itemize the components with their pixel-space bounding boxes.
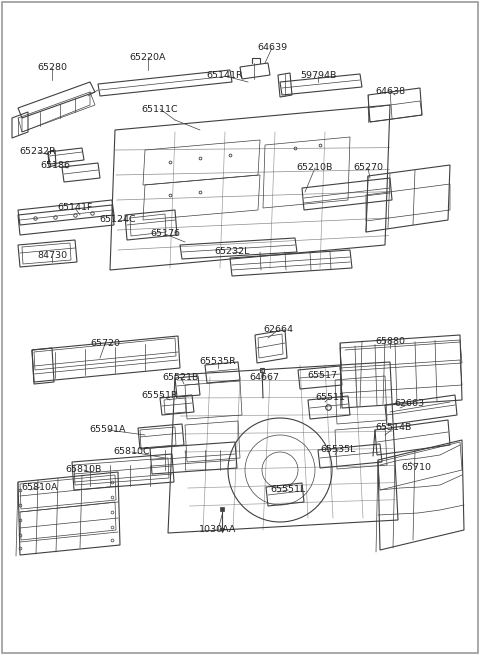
Text: 65810B: 65810B	[66, 466, 102, 474]
Text: 65270: 65270	[353, 164, 383, 172]
Text: 64667: 64667	[249, 373, 279, 383]
Text: 65232R: 65232R	[20, 147, 56, 157]
Text: 65880: 65880	[375, 337, 405, 345]
Text: 65176: 65176	[150, 229, 180, 238]
Text: 65220A: 65220A	[130, 52, 166, 62]
Text: 65591A: 65591A	[90, 426, 126, 434]
Text: 65535R: 65535R	[200, 358, 236, 367]
Text: 65186: 65186	[40, 162, 70, 170]
Text: 65511: 65511	[315, 392, 345, 402]
Text: 84730: 84730	[37, 252, 67, 261]
Text: 65720: 65720	[90, 339, 120, 348]
Text: 65710: 65710	[401, 462, 431, 472]
Text: 65280: 65280	[37, 64, 67, 73]
Text: 65141F: 65141F	[57, 204, 93, 212]
Text: 65514B: 65514B	[376, 424, 412, 432]
Text: 65521B: 65521B	[163, 373, 199, 383]
Text: 62663: 62663	[394, 400, 424, 409]
Text: 65535L: 65535L	[320, 445, 356, 455]
Text: 62664: 62664	[263, 326, 293, 335]
Text: 1030AA: 1030AA	[199, 525, 237, 534]
Text: 65111C: 65111C	[142, 105, 178, 113]
Text: 64639: 64639	[257, 43, 287, 52]
Text: 65551L: 65551L	[270, 485, 306, 495]
Text: 65124C: 65124C	[100, 215, 136, 225]
Text: 65551R: 65551R	[142, 390, 178, 400]
Text: 65210B: 65210B	[297, 164, 333, 172]
Text: 65810C: 65810C	[114, 447, 150, 457]
Text: 64638: 64638	[375, 86, 405, 96]
Text: 65141R: 65141R	[207, 71, 243, 81]
Text: 65517: 65517	[307, 371, 337, 379]
Text: 65810A: 65810A	[22, 483, 58, 491]
Text: 65232L: 65232L	[214, 248, 250, 257]
Text: 59794B: 59794B	[300, 71, 336, 81]
